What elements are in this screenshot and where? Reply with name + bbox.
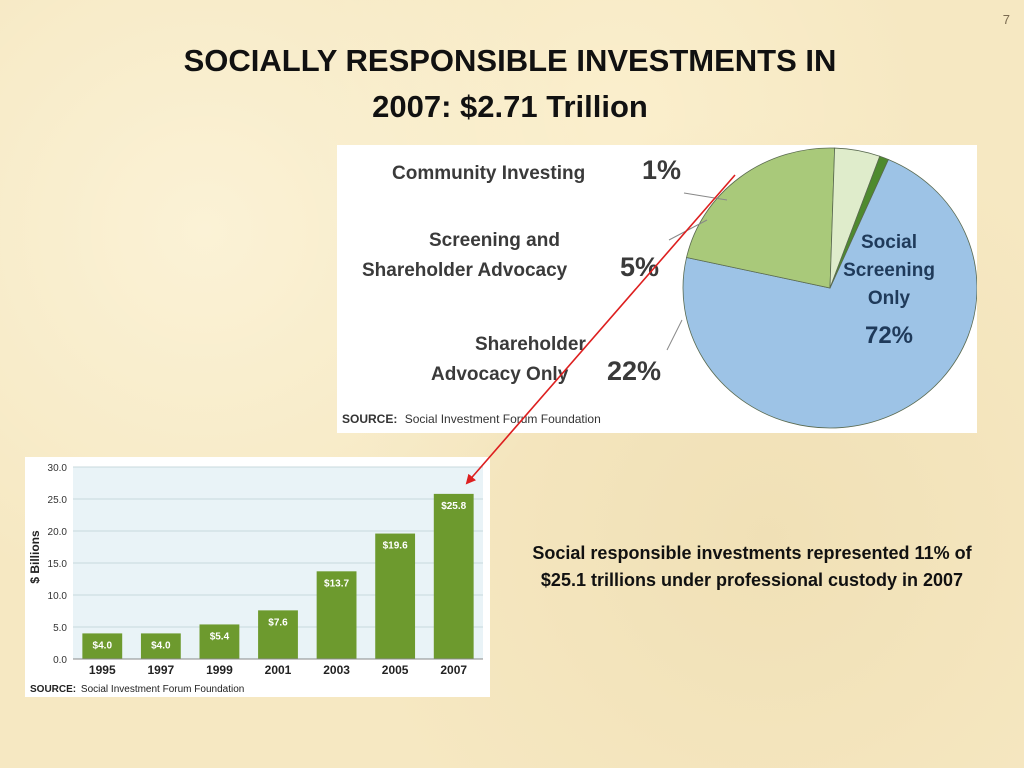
note-text: Social responsible investments represent… (532, 543, 972, 590)
bar-value-label: $5.4 (210, 631, 230, 642)
bar-y-tick-label: 10.0 (48, 591, 68, 602)
pie-label-screening-2: Shareholder Advocacy (362, 260, 568, 281)
bar-x-tick-label: 1995 (89, 663, 116, 677)
bar-chart: 0.05.010.015.020.025.030.0 $4.0 $4.0$5.4$… (28, 463, 483, 695)
pie-inside-label-2: Screening (843, 260, 935, 281)
bar-x-tick-label: 2007 (440, 663, 467, 677)
pie-label-community: Community Investing (392, 163, 585, 184)
bar-x-tick-label: 2001 (265, 663, 292, 677)
title-line-1: SOCIALLY RESPONSIBLE INVESTMENTS IN (183, 43, 837, 78)
bar-x-tick-label: 1997 (148, 663, 175, 677)
pie-slice-community (829, 155, 889, 289)
bar-series: $4.0 $4.0 $5.4 $7.6 $13.7 $19.6 $25.8 (82, 493, 474, 659)
slide-title: SOCIALLY RESPONSIBLE INVESTMENTS IN 2007… (60, 38, 960, 130)
pie-slices (682, 147, 978, 429)
bar-1999 (199, 624, 240, 659)
bar-y-axis-label: $ Billions (28, 530, 42, 584)
bar-source: SOURCE: Social Investment Forum Foundati… (30, 684, 244, 695)
pie-source-label: SOURCE: (342, 412, 397, 426)
pie-label-advocacy-1: Shareholder (475, 334, 586, 355)
bar-2003 (316, 571, 357, 659)
pie-pct-advocacy: 22% (607, 356, 661, 386)
bar-y-ticks: 0.0 5.0 10.0 15.0 20.0 25.0 30.0 (48, 463, 68, 666)
page-number: 7 (1002, 12, 1010, 27)
bar-source-text: Social Investment Forum Foundation (81, 684, 244, 695)
bar-chart-panel: 0.0 5.0 10.0 15.0 20.0 25.0 30.0 $4.0 $4.0 $5.4 $… (25, 457, 490, 697)
bar-1995 (82, 633, 123, 659)
pie-pct-community: 1% (642, 155, 681, 185)
bar-2005 (375, 533, 416, 659)
pie-source-text: Social Investment Forum Foundation (405, 412, 601, 426)
bar-2001 (258, 610, 298, 659)
bar-x-tick-label: 2005 (382, 663, 409, 677)
bar-value-label: $4.0 (93, 640, 113, 651)
title-line-2: 2007: $2.71 Trillion (372, 89, 648, 124)
bar-1997 (140, 633, 181, 659)
bar-y-tick-label: 5.0 (53, 623, 67, 634)
bar-y-tick-label: 15.0 (48, 559, 68, 570)
pie-label-screening-1: Screening and (429, 230, 560, 251)
bar-value-label: $25.8 (441, 501, 466, 512)
pie-label-advocacy-2: Advocacy Only (431, 364, 569, 385)
pie-inside-label-3: Only (868, 288, 911, 309)
bar-value-label: $7.6 (268, 617, 288, 628)
pie-source: SOURCE: Social Investment Forum Foundati… (342, 412, 601, 426)
bar-x-tick-label: 2003 (323, 663, 350, 677)
bar-x-tick-label: 1999 (206, 663, 233, 677)
bar-value-label: $13.7 (324, 578, 349, 589)
bar-value-label: $4.0 (151, 640, 171, 651)
bar-source-label: SOURCE: (30, 684, 76, 695)
pie-inside-label-1: Social (861, 232, 917, 253)
bar-x-ticks: 1995 1997 1999 2001 2003 2005 2007 (73, 658, 483, 677)
bar-y-tick-label: 30.0 (48, 463, 68, 474)
pie-pct-screening: 5% (620, 252, 659, 282)
bar-2007 (433, 493, 474, 659)
pie-chart: Community Investing 1% Screening and Sha… (342, 147, 978, 429)
leader-line-advocacy (666, 319, 683, 351)
pie-inside-pct: 72% (865, 322, 913, 349)
bar-y-tick-label: 20.0 (48, 527, 68, 538)
pie-chart-panel: Community Investing 1% Screening and Sha… (337, 145, 978, 433)
bar-y-tick-label: 0.0 (53, 655, 67, 666)
bar-y-tick-label: 25.0 (48, 495, 68, 506)
bar-value-label: $19.6 (383, 541, 408, 552)
